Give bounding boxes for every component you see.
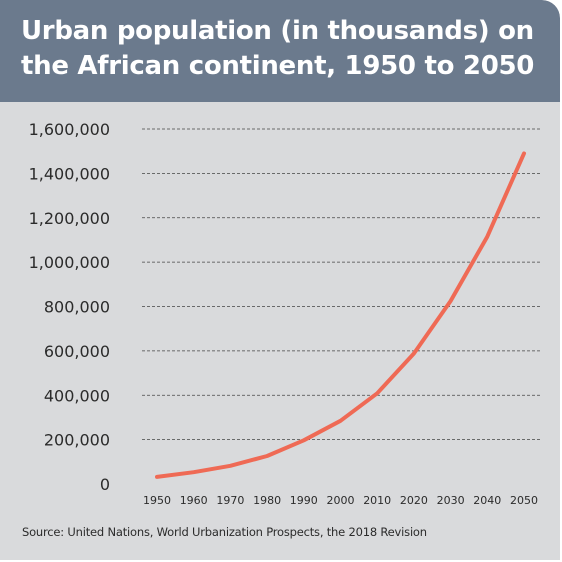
x-tick-label: 2030 — [437, 494, 465, 507]
urban-population-line — [155, 151, 526, 479]
x-axis-ticks: 1950 1960 1970 1980 1990 2000 2010 2020 2030 2040… — [143, 494, 538, 507]
y-tick-label: 1,400,000 — [29, 164, 110, 183]
series-line-layer — [155, 151, 526, 479]
x-tick-label: 1950 — [143, 494, 171, 507]
chart-header: Urban population (in thousands) on the A… — [0, 0, 560, 102]
x-tick-label: 1970 — [216, 494, 244, 507]
source-note: Source: United Nations, World Urbanizati… — [22, 525, 427, 539]
x-tick-label: 2040 — [473, 494, 501, 507]
chart-plot: 0 200,000 400,000 600,000 800,000 1,000,000 1,… — [29, 120, 540, 507]
x-tick-label: 2020 — [400, 494, 428, 507]
y-tick-label: 200,000 — [44, 431, 110, 450]
x-tick-label: 2010 — [363, 494, 391, 507]
gridlines — [142, 128, 540, 441]
x-tick-label: 1980 — [253, 494, 281, 507]
y-tick-label: 1,600,000 — [29, 120, 110, 139]
y-tick-label: 1,200,000 — [29, 209, 110, 228]
y-tick-label: 400,000 — [44, 386, 110, 405]
y-tick-label: 800,000 — [44, 298, 110, 317]
x-tick-label: 1990 — [290, 494, 318, 507]
y-tick-label: 1,000,000 — [29, 253, 110, 272]
x-tick-label: 2000 — [327, 494, 355, 507]
y-axis-ticks: 0 200,000 400,000 600,000 800,000 1,000,000 1,… — [29, 120, 110, 494]
y-tick-label: 0 — [100, 475, 110, 494]
chart-title: Urban population (in thousands) on the A… — [21, 16, 535, 81]
x-tick-label: 2050 — [510, 494, 538, 507]
x-tick-label: 1960 — [180, 494, 208, 507]
y-tick-label: 600,000 — [44, 342, 110, 361]
